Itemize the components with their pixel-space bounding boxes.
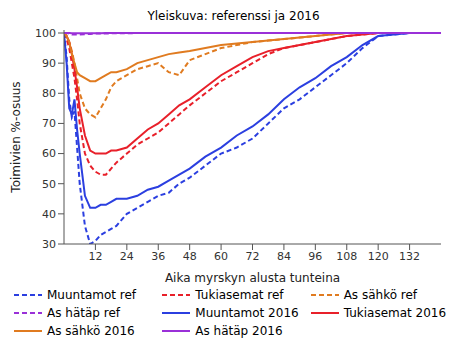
svg-text:96: 96	[308, 250, 322, 263]
html-text:Muuntamot ref: Muuntamot ref	[47, 288, 137, 302]
html-text:Tukiasemat ref: Tukiasemat ref	[195, 288, 284, 302]
svg-text:Aika myrskyn alusta tunteina: Aika myrskyn alusta tunteina	[165, 271, 340, 285]
svg-text:70: 70	[42, 117, 56, 130]
html-text:As hätäp ref: As hätäp ref	[47, 306, 120, 320]
html-text:Tukiasemat 2016: Tukiasemat 2016	[343, 306, 447, 320]
svg-text:72: 72	[246, 250, 260, 263]
html-text:Yleiskuva: referenssi ja 2016: Yleiskuva: referenssi ja 2016	[147, 9, 320, 23]
svg-text:120: 120	[368, 250, 389, 263]
svg-text:60: 60	[214, 250, 228, 263]
svg-text:50: 50	[42, 178, 56, 191]
html-text:As sähkö 2016: As sähkö 2016	[47, 324, 135, 338]
svg-text:90: 90	[42, 57, 56, 70]
svg-text:84: 84	[277, 250, 291, 263]
svg-text:80: 80	[42, 87, 56, 100]
svg-text:60: 60	[42, 147, 56, 160]
svg-text:24: 24	[120, 250, 134, 263]
svg-text:12: 12	[88, 250, 102, 263]
svg-text:40: 40	[42, 208, 56, 221]
svg-text:30: 30	[42, 238, 56, 251]
svg-text:Toimivien %-osuus: Toimivien %-osuus	[9, 81, 23, 193]
html-text:Muuntamot 2016: Muuntamot 2016	[195, 306, 299, 320]
svg-text:100: 100	[35, 27, 56, 40]
html-text:As sähkö ref: As sähkö ref	[343, 288, 418, 302]
svg-text:132: 132	[399, 250, 420, 263]
svg-text:48: 48	[183, 250, 197, 263]
html-text:As hätäp 2016: As hätäp 2016	[195, 324, 283, 338]
svg-text:36: 36	[151, 250, 165, 263]
svg-text:108: 108	[336, 250, 357, 263]
